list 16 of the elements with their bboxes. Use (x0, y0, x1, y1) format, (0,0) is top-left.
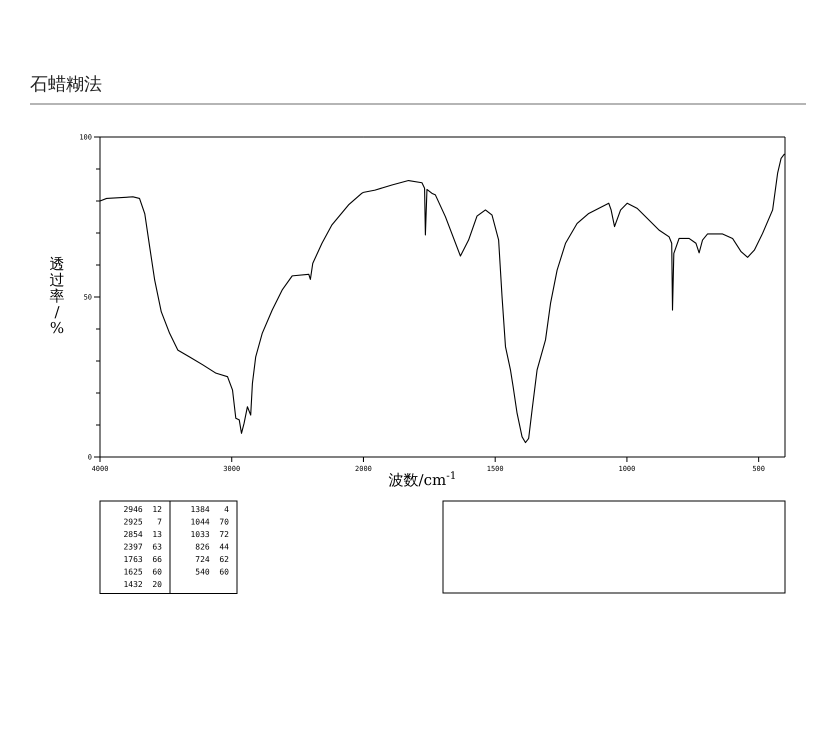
text: 540 60 (195, 568, 230, 576)
text: 1044 70 (190, 518, 230, 526)
text: 1763 66 (123, 555, 162, 564)
chart-title: 石蜡糊法 (30, 74, 102, 95)
y-axis-title: 透过率/% (50, 255, 64, 337)
text: 1625 60 (123, 568, 162, 576)
text: 2925 7 (123, 518, 162, 526)
x-axis-title: 波数/cm$^{-1}$ (388, 470, 456, 489)
text: 2854 13 (123, 530, 162, 539)
text: 1432 20 (123, 580, 162, 589)
text: 724 62 (195, 555, 230, 564)
text: 1384 4 (190, 505, 230, 514)
text: 826 44 (195, 542, 230, 552)
text: 2397 63 (123, 542, 162, 552)
text: 1033 72 (190, 530, 230, 539)
text: 2946 12 (123, 505, 162, 514)
